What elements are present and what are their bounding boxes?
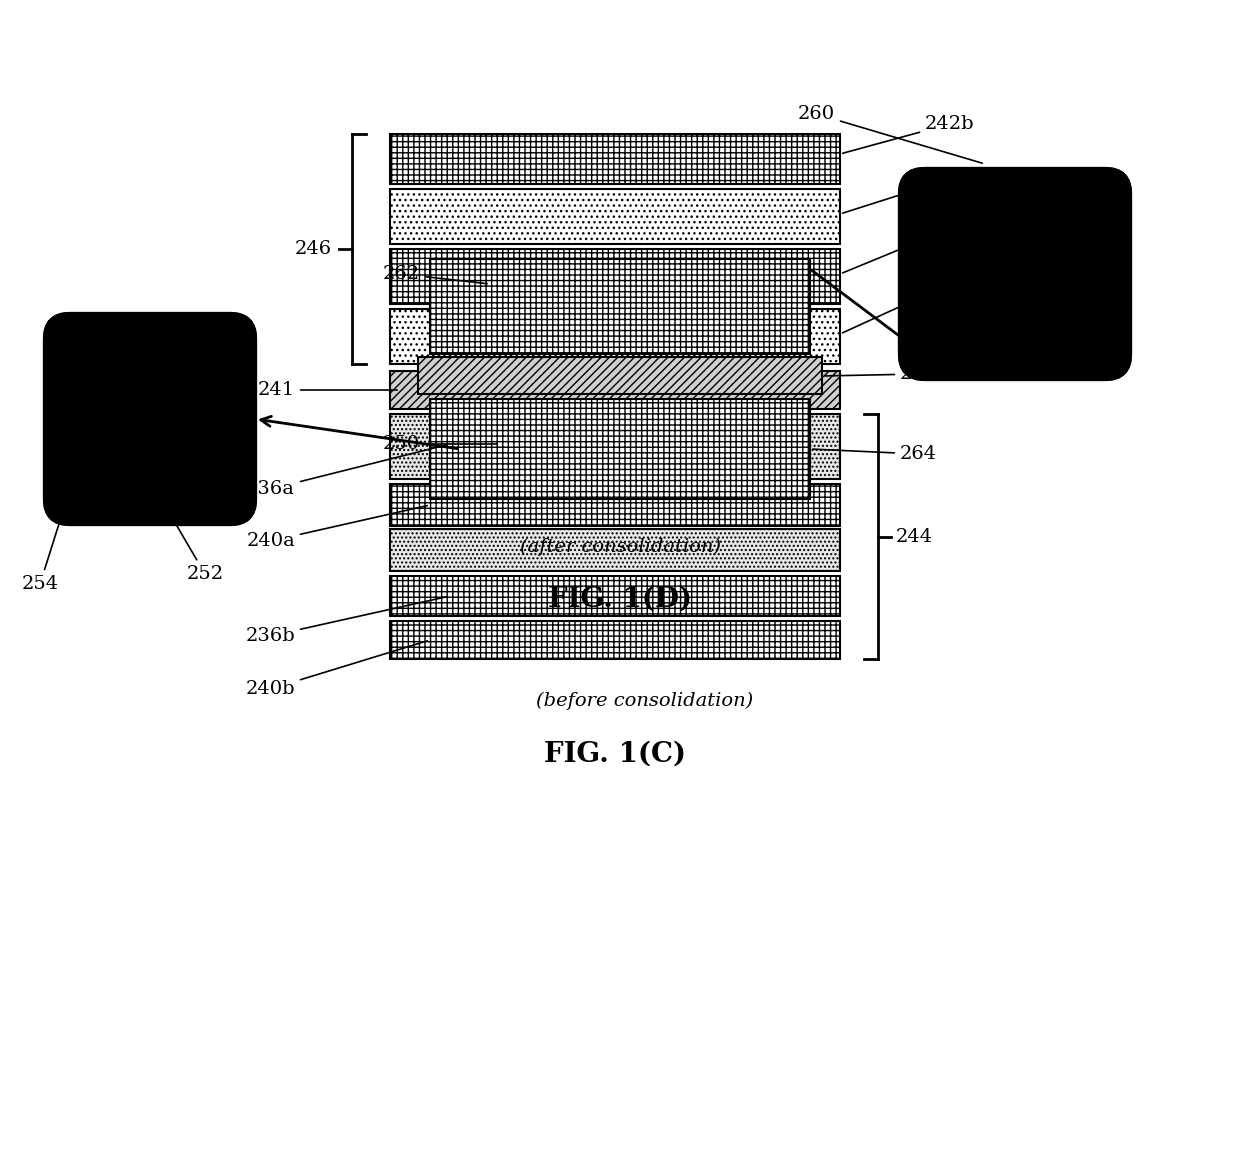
Bar	[430, 399, 810, 499]
FancyBboxPatch shape	[900, 169, 1130, 379]
Text: 246: 246	[295, 240, 332, 258]
Text: 250: 250	[383, 435, 497, 453]
Text: 238b: 238b	[843, 170, 975, 213]
Bar	[391, 134, 839, 184]
Text: 240a: 240a	[247, 505, 428, 551]
Bar	[391, 414, 839, 480]
Bar	[418, 357, 822, 393]
Text: 236a: 236a	[246, 445, 448, 498]
Bar	[391, 189, 839, 244]
Text: 238a: 238a	[842, 275, 973, 333]
Bar	[391, 308, 839, 364]
Bar	[391, 249, 839, 304]
Text: 244: 244	[897, 527, 934, 546]
Text: (after consolidation): (after consolidation)	[520, 538, 720, 556]
Text: 262: 262	[383, 265, 487, 284]
Bar	[391, 576, 839, 616]
Bar	[391, 484, 839, 526]
Text: 242b: 242b	[843, 115, 975, 154]
Text: 241: 241	[258, 381, 397, 399]
Text: 240: 240	[825, 365, 937, 383]
Text: FIG. 1(D): FIG. 1(D)	[548, 585, 692, 612]
Text: 240b: 240b	[246, 641, 428, 698]
Text: 242a: 242a	[842, 220, 973, 272]
Bar	[391, 528, 839, 572]
Bar	[391, 622, 839, 659]
Bar	[430, 260, 810, 354]
Text: 264: 264	[812, 445, 937, 463]
Text: 260: 260	[797, 105, 982, 163]
Text: FIG. 1(C): FIG. 1(C)	[544, 740, 686, 767]
Text: 254: 254	[21, 491, 69, 592]
Bar	[391, 371, 839, 409]
Text: 236b: 236b	[246, 597, 448, 645]
Text: 252: 252	[171, 517, 223, 583]
FancyBboxPatch shape	[45, 314, 255, 524]
Text: (before consolidation): (before consolidation)	[537, 691, 754, 710]
